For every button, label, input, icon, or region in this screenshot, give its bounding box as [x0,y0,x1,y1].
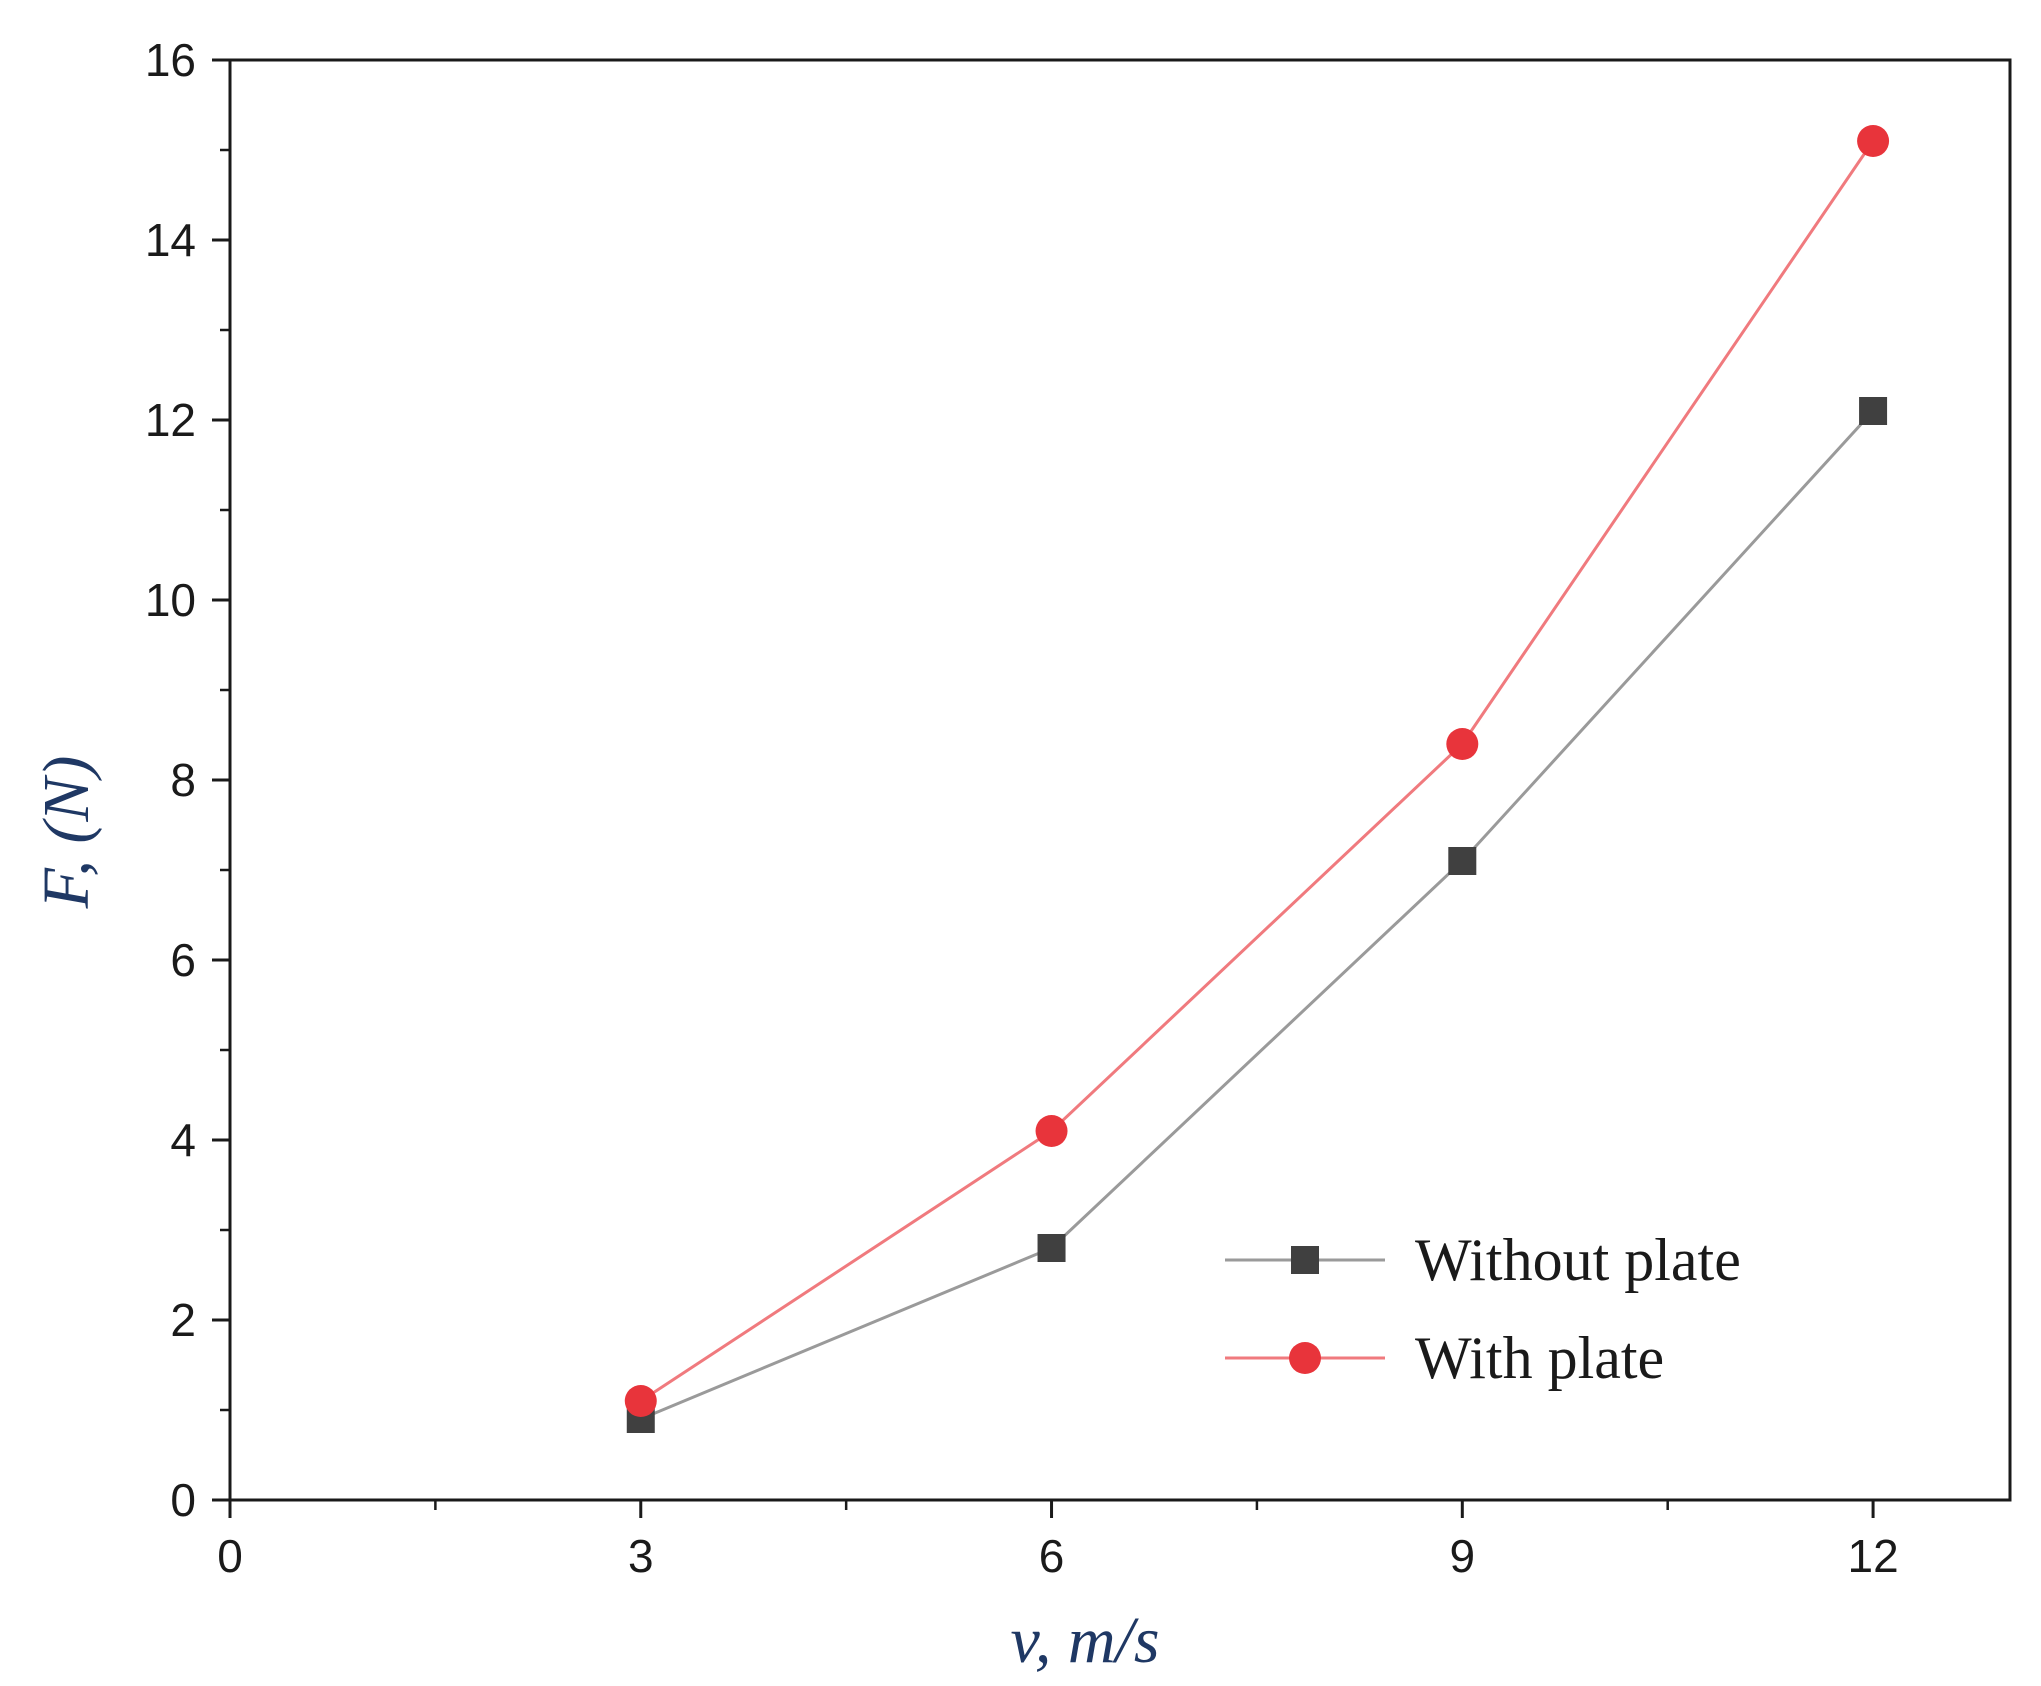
x-tick-label: 9 [1450,1530,1476,1582]
y-tick-label: 2 [170,1294,196,1346]
data-point-square [1859,397,1888,425]
x-tick-label: 0 [217,1530,243,1582]
y-tick-label: 0 [170,1474,196,1526]
major-ticks [212,58,1875,1518]
y-tick-label: 10 [145,574,196,626]
series-markers [624,125,1890,1433]
data-point-circle [624,1385,657,1417]
y-axis-title: F, (N) [30,756,103,910]
series-line-without-plate [640,409,1875,1421]
legend-label-without-plate: Without plate [1415,1227,1741,1293]
y-tick-label: 12 [145,394,196,446]
x-tick-label: 6 [1039,1530,1065,1582]
legend-square-marker [1291,1246,1319,1274]
data-point-square [1037,1234,1066,1262]
plot-frame [228,58,2012,1502]
legend: Without plate With plate [1225,1227,1741,1391]
y-tick-label: 6 [170,934,196,986]
data-point-circle [1035,1115,1068,1147]
y-tick-label: 16 [145,34,196,86]
y-tick-label: 8 [170,754,196,806]
legend-circle-marker [1289,1342,1321,1374]
minor-ticks [220,148,1669,1510]
x-tick-label: 12 [1847,1530,1898,1582]
legend-label-with-plate: With plate [1415,1325,1664,1391]
y-tick-labels: 0 2 4 6 8 10 12 14 16 [145,34,196,1526]
x-axis-title: v, m/s [1010,1604,1159,1677]
x-tick-label: 3 [628,1530,654,1582]
data-point-circle [1446,728,1479,760]
y-tick-label: 14 [145,214,196,266]
y-tick-label: 4 [170,1114,196,1166]
data-point-circle [1857,125,1890,157]
x-tick-labels: 0 3 6 9 12 [217,1530,1898,1582]
series-lines [639,140,1875,1421]
data-point-square [1448,847,1477,875]
series-line-with-plate [639,140,1875,1403]
